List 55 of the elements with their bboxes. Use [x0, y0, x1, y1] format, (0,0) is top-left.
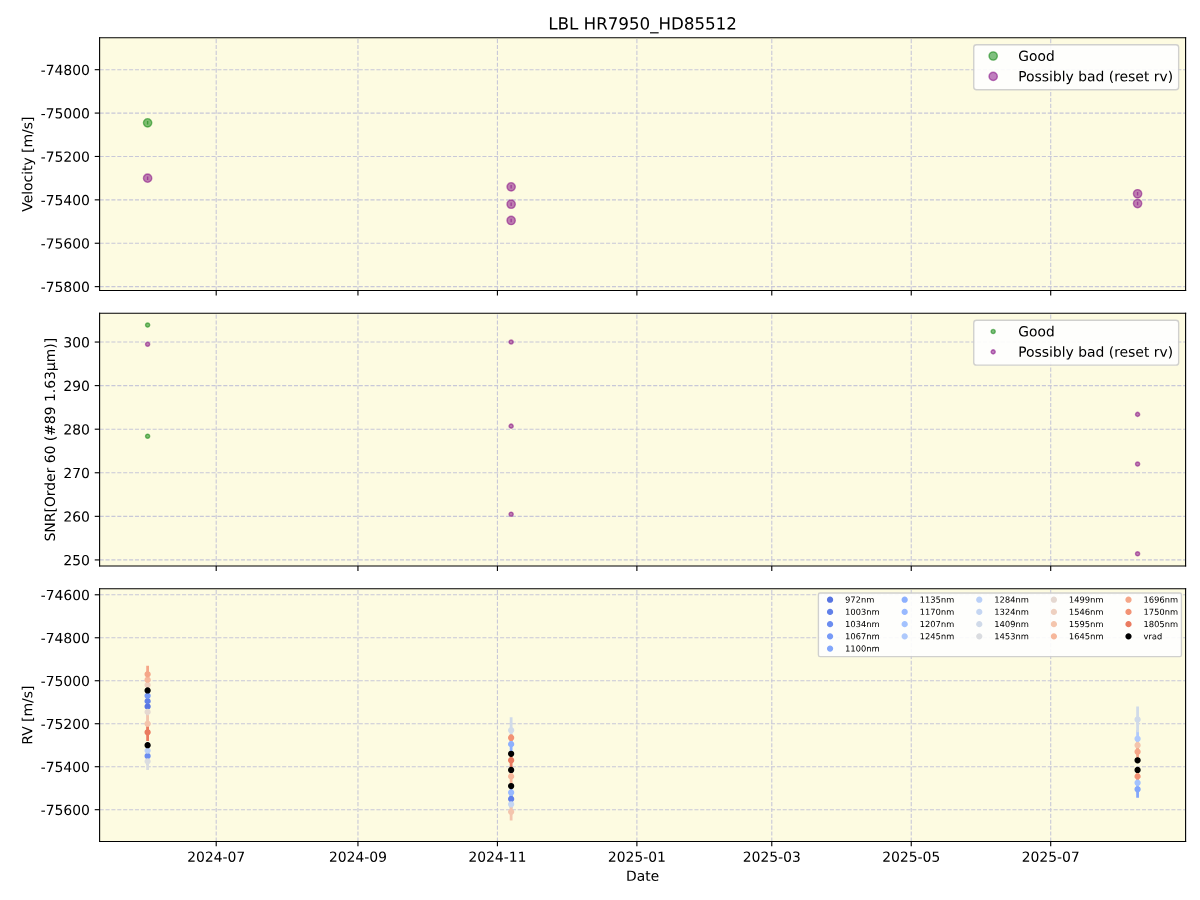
- x-tick-label: 2024-11: [469, 851, 526, 862]
- y-axis-title: SNR[Order 60 (#89 1.63μm)]: [44, 339, 58, 541]
- y-tick-label: -74800: [41, 64, 89, 76]
- y-tick-label: 260: [64, 511, 89, 522]
- y-tick-label: -75600: [41, 804, 89, 816]
- x-tick-label: 2024-07: [188, 851, 245, 862]
- legend-label: vrad: [1143, 632, 1162, 640]
- x-tick-label: 2025-07: [1022, 851, 1079, 862]
- y-tick-label: -75000: [41, 108, 89, 119]
- y-tick-label: -75200: [41, 151, 89, 162]
- legend-label: 1805nm: [1144, 620, 1178, 628]
- y-tick-label: -74800: [41, 632, 89, 644]
- legend-label: Good: [1018, 50, 1054, 62]
- y-tick-label: 270: [64, 467, 89, 479]
- x-tick-label: 2025-01: [608, 851, 665, 862]
- legend-label: 1696nm: [1144, 596, 1178, 603]
- y-tick-label: -74600: [41, 589, 89, 601]
- legend-label: Possibly bad (reset rv): [1019, 346, 1172, 360]
- x-tick-label: 2025-03: [743, 851, 800, 862]
- legend-label: 1409nm: [995, 620, 1029, 628]
- y-tick-label: 300: [64, 337, 89, 348]
- x-tick-label: 2024-09: [329, 851, 386, 862]
- y-tick-label: -75800: [41, 281, 89, 293]
- y-tick-label: -75400: [41, 194, 89, 206]
- legend-label: 1245nm: [920, 633, 954, 640]
- legend-label: Good: [1018, 325, 1054, 337]
- chart-title: LBL HR7950_HD85512: [549, 17, 736, 34]
- legend-label: 1546nm: [1069, 608, 1103, 615]
- legend-label: 1207nm: [920, 620, 954, 628]
- x-axis-title: Date: [627, 870, 659, 881]
- legend-label: 972nm: [845, 596, 874, 603]
- legend-label: 1595nm: [1069, 620, 1103, 628]
- y-axis-title: Velocity [m/s]: [21, 117, 36, 212]
- y-tick-label: -75200: [41, 718, 89, 730]
- legend-label: 1499nm: [1069, 596, 1103, 603]
- legend-label: 1003nm: [845, 608, 879, 615]
- legend-label: 1170nm: [920, 608, 954, 615]
- legend-label: 1750nm: [1144, 608, 1178, 615]
- legend-label: Possibly bad (reset rv): [1019, 70, 1172, 85]
- legend-label: 1453nm: [995, 633, 1029, 640]
- legend-label: 1135nm: [920, 596, 954, 603]
- y-tick-label: 250: [64, 554, 89, 566]
- y-tick-label: -75000: [41, 675, 89, 687]
- legend-label: 1645nm: [1069, 633, 1103, 640]
- legend-label: 1100nm: [845, 645, 879, 652]
- legend-label: 1324nm: [995, 608, 1029, 615]
- y-tick-label: -75600: [41, 238, 89, 249]
- y-tick-label: 290: [64, 380, 89, 392]
- legend-label: 1067nm: [845, 633, 879, 640]
- y-tick-label: 280: [64, 424, 89, 435]
- y-tick-label: -75400: [41, 761, 89, 773]
- legend-label: 1284nm: [995, 596, 1029, 603]
- legend-label: 1034nm: [845, 620, 879, 628]
- x-tick-label: 2025-05: [883, 851, 940, 862]
- y-axis-title: RV [m/s]: [21, 686, 35, 744]
